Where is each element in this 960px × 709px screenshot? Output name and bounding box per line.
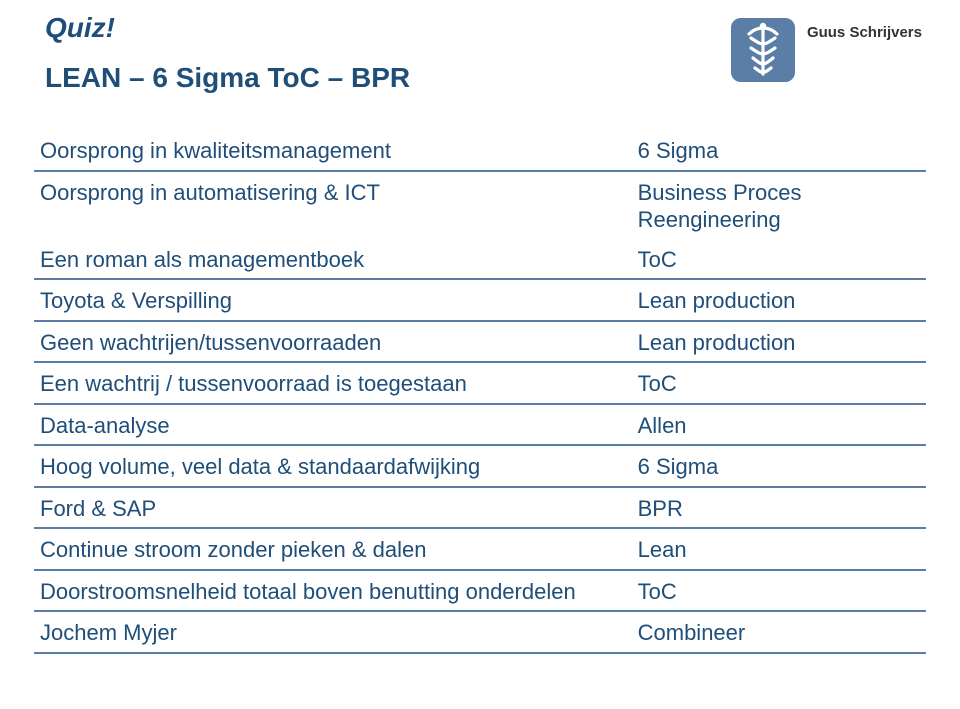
page-subtitle: LEAN – 6 Sigma ToC – BPR — [45, 62, 410, 94]
row-left: Ford & SAP — [34, 487, 632, 529]
table-row: Doorstroomsnelheid totaal boven benuttin… — [34, 570, 926, 612]
row-right: 6 Sigma — [632, 445, 926, 487]
row-left: Geen wachtrijen/tussenvoorraaden — [34, 321, 632, 363]
brand-logo: Guus Schrijvers — [731, 18, 922, 82]
table-row: Continue stroom zonder pieken & dalenLea… — [34, 528, 926, 570]
table-row: Hoog volume, veel data & standaardafwijk… — [34, 445, 926, 487]
row-right: Lean production — [632, 279, 926, 321]
row-right: Business Proces Reengineering — [632, 171, 926, 239]
row-left: Continue stroom zonder pieken & dalen — [34, 528, 632, 570]
table-row: Toyota & VerspillingLean production — [34, 279, 926, 321]
row-right: ToC — [632, 362, 926, 404]
row-right: ToC — [632, 570, 926, 612]
row-right: ToC — [632, 239, 926, 280]
row-right: Lean — [632, 528, 926, 570]
table-row: Data-analyseAllen — [34, 404, 926, 446]
table-row: Jochem MyjerCombineer — [34, 611, 926, 653]
row-left: Hoog volume, veel data & standaardafwijk… — [34, 445, 632, 487]
row-right: Lean production — [632, 321, 926, 363]
row-right: Allen — [632, 404, 926, 446]
table-row: Geen wachtrijen/tussenvoorraadenLean pro… — [34, 321, 926, 363]
row-right: 6 Sigma — [632, 130, 926, 171]
row-left: Jochem Myjer — [34, 611, 632, 653]
row-left: Doorstroomsnelheid totaal boven benuttin… — [34, 570, 632, 612]
caduceus-icon — [731, 18, 795, 82]
table-row: Een wachtrij / tussenvoorraad is toegest… — [34, 362, 926, 404]
table-row: Oorsprong in automatisering & ICTBusines… — [34, 171, 926, 239]
table-row: Oorsprong in kwaliteitsmanagement6 Sigma — [34, 130, 926, 171]
row-left: Data-analyse — [34, 404, 632, 446]
row-left: Oorsprong in kwaliteitsmanagement — [34, 130, 632, 171]
page-title: Quiz! — [45, 12, 410, 44]
table-row: Een roman als managementboekToC — [34, 239, 926, 280]
brand-name: Guus Schrijvers — [807, 24, 922, 41]
row-left: Een roman als managementboek — [34, 239, 632, 280]
row-left: Oorsprong in automatisering & ICT — [34, 171, 632, 239]
table-row: Ford & SAPBPR — [34, 487, 926, 529]
row-left: Toyota & Verspilling — [34, 279, 632, 321]
row-right: BPR — [632, 487, 926, 529]
row-right: Combineer — [632, 611, 926, 653]
quiz-table: Oorsprong in kwaliteitsmanagement6 Sigma… — [34, 130, 926, 654]
row-left: Een wachtrij / tussenvoorraad is toegest… — [34, 362, 632, 404]
